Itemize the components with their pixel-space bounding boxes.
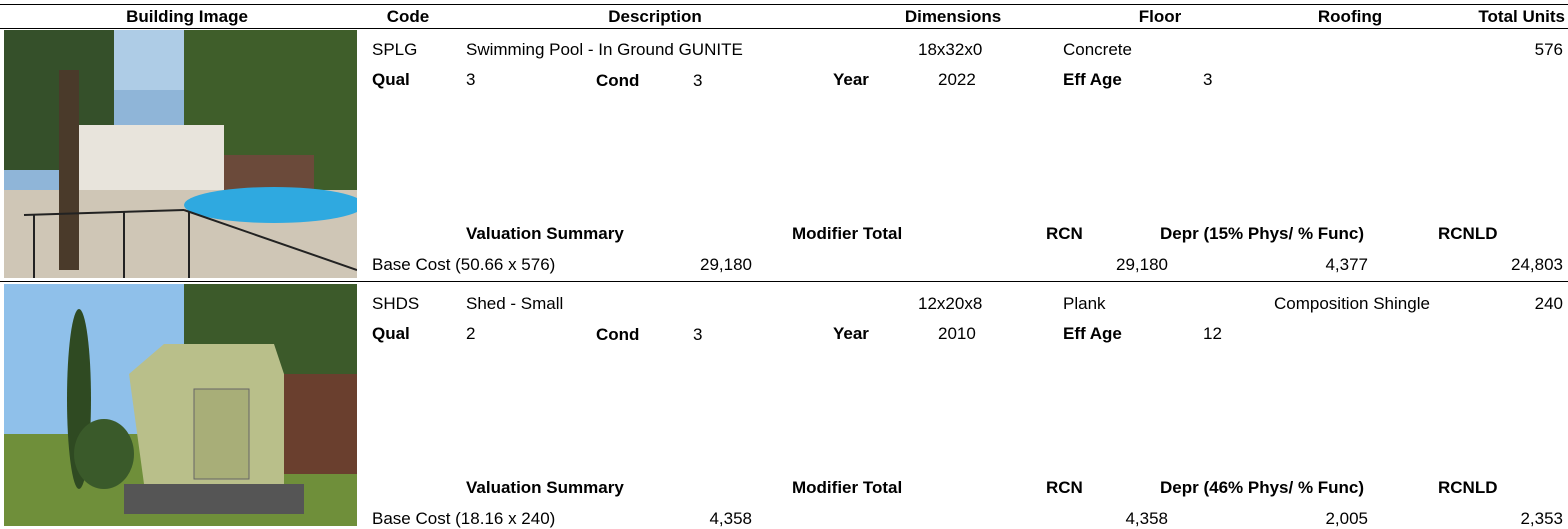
roofing: Composition Shingle [1274, 294, 1430, 314]
year: 2010 [938, 324, 976, 344]
page: Building Image Code Description Dimensions F… [0, 0, 1568, 526]
valuation-headers: RCNLD [1438, 224, 1498, 244]
pool-photo [4, 30, 357, 278]
shed-photo [4, 284, 357, 526]
base-cost-depr: 4,377 [1325, 255, 1368, 275]
column-header: Description [608, 7, 702, 27]
cond: 3 [693, 325, 702, 345]
base-cost-label: Base Cost (50.66 x 576) [372, 255, 555, 275]
valuation-headers: RCNLD [1438, 478, 1498, 498]
header-bottom-rule [0, 28, 1568, 29]
year-label: Year [833, 324, 869, 344]
qual: 3 [466, 70, 475, 90]
qual: 2 [466, 324, 475, 344]
code: SHDS [372, 294, 419, 314]
code: SPLG [372, 40, 417, 60]
total-units: 576 [1535, 40, 1563, 60]
total-units: 240 [1535, 294, 1563, 314]
eff-age-label: Eff Age [1063, 70, 1122, 90]
description: Swimming Pool - In Ground GUNITE [466, 40, 743, 60]
base-cost-depr: 2,005 [1325, 509, 1368, 529]
base-cost-amount: 29,180 [700, 255, 752, 275]
eff-age: 12 [1203, 324, 1222, 344]
dimensions: 18x32x0 [918, 40, 982, 60]
valuation-headers: Modifier Total [792, 224, 902, 244]
valuation-headers: Valuation Summary [466, 478, 624, 498]
base-cost-rcn: 4,358 [1125, 509, 1168, 529]
column-header: Total Units [1478, 7, 1565, 27]
record-separator [0, 281, 1568, 282]
cond: 3 [693, 71, 702, 91]
base-cost-rcnld: 2,353 [1520, 509, 1563, 529]
qual-label: Qual [372, 70, 410, 90]
base-cost-rcn: 29,180 [1116, 255, 1168, 275]
year-label: Year [833, 70, 869, 90]
column-header: Roofing [1318, 7, 1382, 27]
floor: Concrete [1063, 40, 1132, 60]
eff-age: 3 [1203, 70, 1212, 90]
column-header: Code [387, 7, 430, 27]
column-header: Floor [1139, 7, 1182, 27]
qual-label: Qual [372, 324, 410, 344]
column-header: Dimensions [905, 7, 1001, 27]
valuation-headers: Depr (46% Phys/ % Func) [1160, 478, 1364, 498]
year: 2022 [938, 70, 976, 90]
base-cost-rcnld: 24,803 [1511, 255, 1563, 275]
header-top-rule [0, 4, 1568, 5]
valuation-headers: Depr (15% Phys/ % Func) [1160, 224, 1364, 244]
eff-age-label: Eff Age [1063, 324, 1122, 344]
valuation-headers: Valuation Summary [466, 224, 624, 244]
cond-label: Cond [596, 71, 639, 91]
base-cost-amount: 4,358 [709, 509, 752, 529]
valuation-headers: RCN [1046, 224, 1083, 244]
dimensions: 12x20x8 [918, 294, 982, 314]
floor: Plank [1063, 294, 1106, 314]
base-cost-label: Base Cost (18.16 x 240) [372, 509, 555, 529]
cond-label: Cond [596, 325, 639, 345]
valuation-headers: Modifier Total [792, 478, 902, 498]
description: Shed - Small [466, 294, 563, 314]
valuation-headers: RCN [1046, 478, 1083, 498]
column-header: Building Image [126, 7, 248, 27]
